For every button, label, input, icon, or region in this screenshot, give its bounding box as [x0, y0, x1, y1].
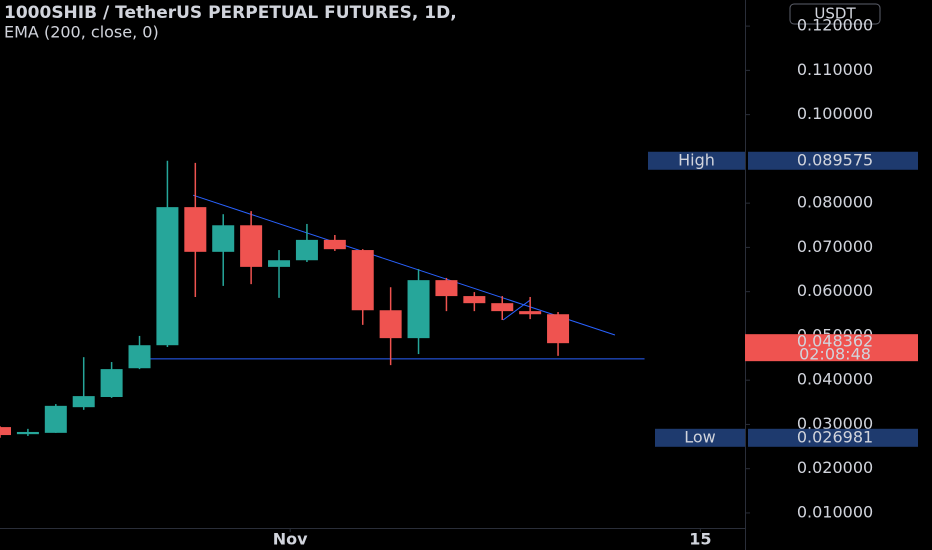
- y-tick-label: 0.120000: [797, 16, 873, 35]
- candle-body: [72, 396, 95, 408]
- high_marker-label: High: [678, 150, 715, 169]
- y-tick-label: 0.080000: [797, 193, 873, 212]
- y-tick-label: 0.060000: [797, 281, 873, 300]
- candle-body: [295, 239, 318, 261]
- candle-body: [100, 369, 123, 397]
- candle-body: [16, 431, 39, 435]
- chart-title: 1000SHIB / TetherUS PERPETUAL FUTURES, 1…: [4, 3, 457, 23]
- y-tick-label: 0.020000: [797, 458, 873, 477]
- y-tick-label: 0.010000: [797, 502, 873, 521]
- candle-body: [212, 225, 235, 252]
- candle-body: [491, 303, 514, 312]
- candle-body: [463, 296, 486, 304]
- high_marker-value-box: [748, 151, 918, 170]
- candle-body: [0, 427, 11, 436]
- trend-line: [502, 299, 531, 321]
- low_marker-label: Low: [684, 427, 716, 446]
- high_marker-value: 0.089575: [797, 150, 873, 169]
- candle-body: [128, 345, 151, 369]
- low_marker-value: 0.026981: [797, 427, 873, 446]
- candle-body: [323, 239, 346, 250]
- high_marker-label-box: [648, 151, 745, 170]
- candle-body: [435, 280, 458, 297]
- candle-body: [268, 260, 291, 267]
- candle-body: [156, 207, 179, 346]
- y-tick-label: 0.110000: [797, 60, 873, 79]
- indicator-label: EMA (200, close, 0): [4, 23, 159, 42]
- candle-body: [184, 207, 207, 252]
- x-tick-label: 15: [689, 530, 711, 549]
- y-tick-label: 0.040000: [797, 370, 873, 389]
- x-tick-label: Nov: [273, 530, 308, 549]
- candle-body: [379, 310, 402, 339]
- y-tick-label: 0.070000: [797, 237, 873, 256]
- candle-body: [351, 250, 374, 311]
- low_marker-label-box: [655, 428, 745, 447]
- bar-countdown: 02:08:48: [799, 345, 871, 364]
- candle-body: [407, 280, 430, 339]
- y-tick-label: 0.100000: [797, 104, 873, 123]
- candle-body: [547, 314, 570, 344]
- currency-label[interactable]: USDT: [814, 5, 856, 23]
- last-price-value: 0.048362: [797, 332, 873, 351]
- low_marker-value-box: [748, 428, 918, 447]
- last-price-box: [745, 334, 918, 362]
- y-tick-label: 0.030000: [797, 414, 873, 433]
- candle-body: [240, 225, 263, 267]
- trend-line: [192, 194, 616, 336]
- candle-body: [519, 311, 542, 315]
- candle-body: [44, 405, 67, 433]
- currency-button[interactable]: [789, 3, 881, 25]
